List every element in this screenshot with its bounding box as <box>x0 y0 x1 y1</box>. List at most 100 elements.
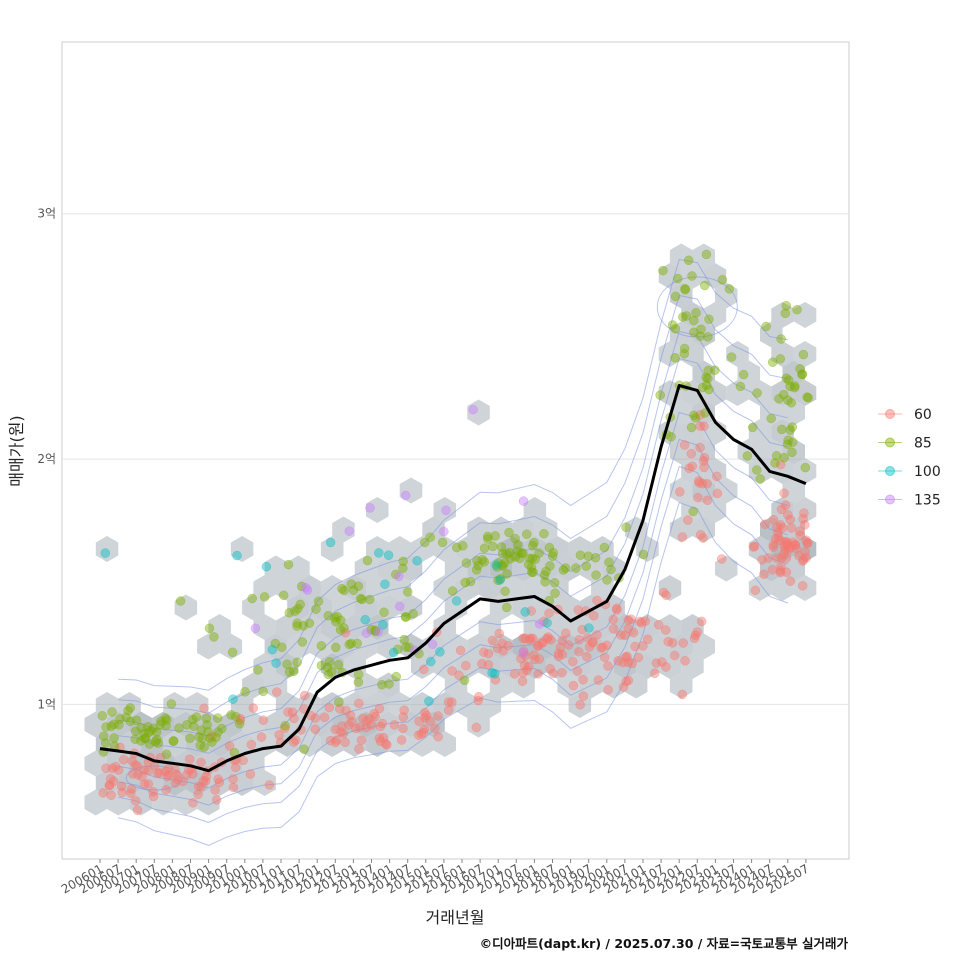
hexbin-cell <box>579 633 603 660</box>
data-point <box>759 569 769 580</box>
data-point <box>599 652 610 663</box>
hexbin-cell <box>84 789 107 816</box>
data-point <box>289 713 299 724</box>
data-point <box>689 410 699 421</box>
data-point <box>542 618 552 628</box>
data-point <box>335 615 346 626</box>
hexbin-cell <box>793 575 817 601</box>
data-point <box>161 785 171 795</box>
data-point <box>125 703 136 713</box>
x-axis-title: 거래년월 <box>426 908 485 927</box>
data-point <box>196 757 206 768</box>
hexbin-cell <box>118 770 141 796</box>
hexbin-cell <box>692 243 715 270</box>
data-point <box>258 686 268 697</box>
data-point <box>780 500 791 511</box>
data-point <box>575 700 585 710</box>
data-point <box>299 690 310 701</box>
hexbin-cell <box>478 614 502 640</box>
data-point <box>661 590 671 600</box>
data-point <box>666 432 676 442</box>
legend-key-dot <box>885 494 895 505</box>
hexbin-cell <box>591 614 614 640</box>
data-point <box>780 544 790 555</box>
legend: 60 85 100 135 <box>878 407 941 509</box>
data-point <box>375 721 386 732</box>
data-point <box>690 630 701 641</box>
data-point <box>703 332 713 342</box>
data-point <box>673 273 683 284</box>
hexbin-cell <box>354 594 378 621</box>
data-point <box>248 703 259 713</box>
data-point <box>786 523 797 533</box>
data-point <box>272 687 282 697</box>
data-point <box>490 531 500 541</box>
data-point <box>381 739 391 749</box>
hexbin-cell <box>782 360 805 387</box>
hexbin-cell <box>377 594 400 621</box>
data-point <box>152 768 163 778</box>
data-point <box>313 596 324 607</box>
data-point <box>621 676 631 687</box>
data-point <box>377 718 388 729</box>
data-point <box>151 727 162 737</box>
data-point <box>128 769 138 779</box>
data-point <box>348 585 359 595</box>
data-point <box>604 557 614 567</box>
data-point <box>116 781 127 792</box>
data-point <box>800 520 810 530</box>
hexbin-cell <box>253 614 276 640</box>
data-point <box>681 311 692 321</box>
data-point <box>130 760 141 770</box>
data-point <box>702 495 713 506</box>
data-point <box>199 742 209 752</box>
data-point <box>599 542 610 553</box>
data-point <box>696 616 707 627</box>
data-point <box>414 716 424 726</box>
hexbin-cell <box>613 614 637 640</box>
data-point <box>678 638 688 648</box>
data-point <box>677 689 688 700</box>
hexbin-cell <box>782 516 805 543</box>
data-point <box>340 737 350 748</box>
data-point <box>425 716 435 726</box>
data-point <box>399 634 409 645</box>
data-point <box>791 543 802 554</box>
hexbin-cell <box>320 731 344 757</box>
data-point <box>354 744 364 754</box>
data-point <box>292 657 302 668</box>
data-point <box>627 658 637 669</box>
data-point <box>794 526 805 536</box>
data-point <box>557 667 567 678</box>
data-point <box>550 588 560 598</box>
data-point <box>295 599 305 610</box>
data-point <box>670 353 680 363</box>
hexbin-cell <box>84 711 107 738</box>
hexbin-cell <box>748 419 772 445</box>
data-point <box>447 697 457 708</box>
data-point <box>261 561 272 572</box>
data-point <box>384 679 394 689</box>
data-point <box>526 606 536 616</box>
data-point <box>217 723 227 734</box>
data-point <box>783 545 794 555</box>
data-point <box>592 595 602 606</box>
hexbin-cell <box>377 633 400 660</box>
data-point <box>797 369 808 379</box>
data-point <box>398 723 408 734</box>
data-point <box>136 736 146 746</box>
data-point <box>615 630 626 640</box>
data-point <box>574 646 584 657</box>
data-point <box>98 788 108 798</box>
legend-label: 135 <box>914 493 941 509</box>
data-point <box>575 550 586 560</box>
hexbin-cell <box>568 536 592 562</box>
data-point <box>311 604 321 614</box>
data-point <box>439 526 449 537</box>
data-point <box>356 735 367 745</box>
data-point <box>658 265 668 276</box>
data-point <box>175 596 186 606</box>
hexbin-cell <box>512 516 535 543</box>
hexbin-cell <box>647 633 670 660</box>
